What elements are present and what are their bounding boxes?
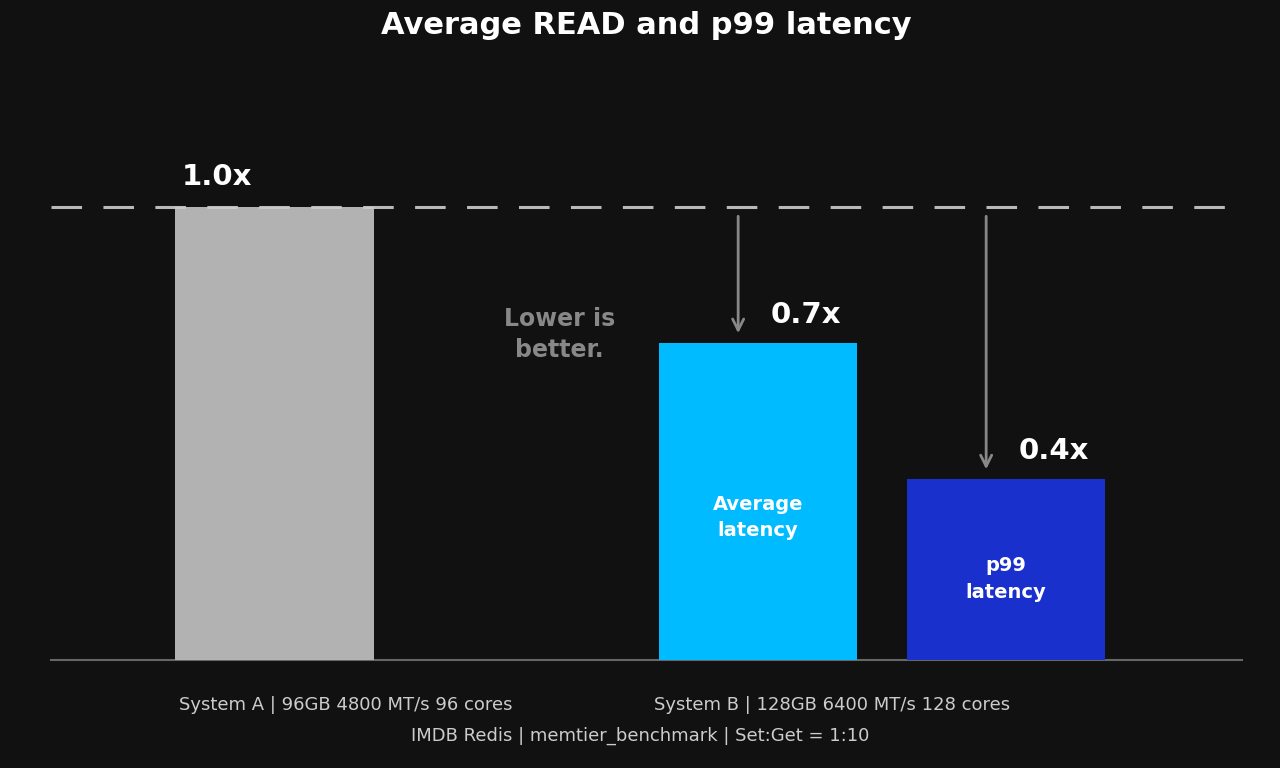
Text: 0.7x: 0.7x: [771, 301, 841, 329]
Title: Average READ and p99 latency: Average READ and p99 latency: [381, 11, 911, 40]
Bar: [659, 343, 858, 660]
Text: p99
latency: p99 latency: [965, 556, 1046, 601]
Text: 0.4x: 0.4x: [1019, 437, 1089, 465]
Text: 1.0x: 1.0x: [182, 163, 252, 190]
Bar: [906, 479, 1105, 660]
Text: Lower is
better.: Lower is better.: [504, 306, 616, 362]
Text: System A | 96GB 4800 MT/s 96 cores: System A | 96GB 4800 MT/s 96 cores: [179, 696, 512, 714]
Text: Average
latency: Average latency: [713, 495, 804, 540]
Text: System B | 128GB 6400 MT/s 128 cores: System B | 128GB 6400 MT/s 128 cores: [654, 696, 1010, 714]
Bar: [175, 207, 374, 660]
Text: IMDB Redis | memtier_benchmark | Set:Get = 1:10: IMDB Redis | memtier_benchmark | Set:Get…: [411, 727, 869, 745]
